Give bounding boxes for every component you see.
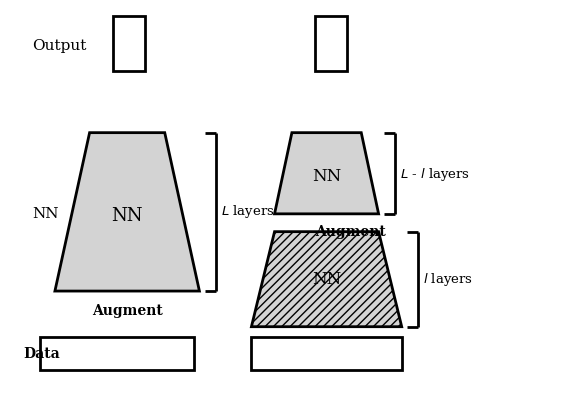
Text: $L$ - $l$ layers: $L$ - $l$ layers	[400, 166, 470, 183]
Bar	[40, 337, 194, 370]
Text: Augment: Augment	[92, 304, 162, 318]
Text: Augment: Augment	[315, 225, 386, 239]
Text: NN: NN	[112, 207, 143, 225]
Text: NN: NN	[32, 207, 58, 221]
Bar	[113, 16, 144, 71]
Text: Data: Data	[23, 347, 60, 362]
Polygon shape	[251, 232, 402, 327]
Polygon shape	[55, 133, 199, 291]
Text: Output: Output	[32, 38, 86, 53]
Bar	[251, 337, 402, 370]
Polygon shape	[275, 133, 379, 214]
Text: NN: NN	[312, 271, 341, 287]
Bar	[315, 16, 347, 71]
Text: $l$ layers: $l$ layers	[423, 271, 473, 287]
Text: NN: NN	[312, 168, 341, 185]
Text: $L$ layers: $L$ layers	[221, 204, 275, 220]
